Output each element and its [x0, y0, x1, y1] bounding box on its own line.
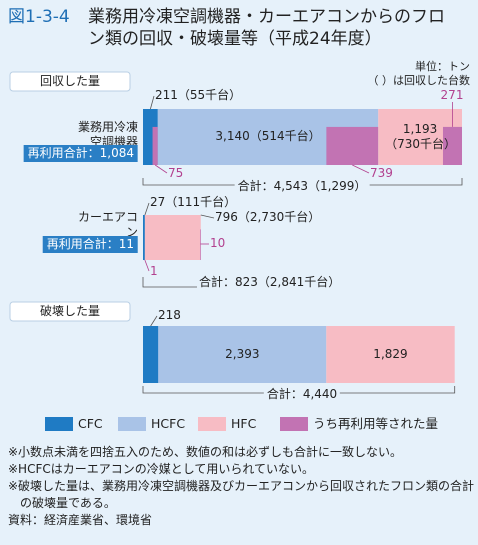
leader-line	[144, 202, 150, 216]
bar-category: カーエアコン	[77, 210, 138, 239]
unit-note: （ ）は回収した台数	[367, 74, 471, 87]
reused-label: 75	[168, 166, 184, 180]
reused-segment	[326, 126, 379, 165]
source: 資料：経済産業省、環境省	[8, 513, 153, 527]
legend-swatch	[45, 417, 73, 431]
reused-segment	[200, 229, 201, 260]
note: ※HCFCはカーエアコンの冷媒として用いられていない。	[8, 462, 315, 476]
section-label: 回収した量	[39, 74, 101, 88]
bar-segment	[144, 215, 201, 260]
unit-note: 単位：トン	[415, 60, 470, 73]
data-label: 2,393	[225, 346, 260, 361]
data-label: 3,140（514千台）	[215, 129, 321, 143]
data-label: 1,193（730千台）	[385, 122, 457, 151]
chart-title: 業務用冷凍空調機器・カーエアコンからのフロン類の回収・破壊量等（平成24年度）	[88, 7, 445, 49]
legend-swatch	[198, 417, 226, 431]
figure-number: 図1-3-4	[8, 7, 70, 27]
total-label: 合計：4,440	[263, 387, 341, 402]
leader-line	[154, 164, 168, 174]
legend-swatch	[280, 417, 308, 431]
legend-label: HFC	[231, 416, 257, 431]
bar-segment	[143, 215, 145, 260]
total-label: 合計：4,543（1,299）	[234, 179, 370, 194]
leader-line	[352, 164, 370, 174]
bar-segment	[143, 326, 159, 383]
section-box	[9, 71, 131, 92]
total-label: 合計：823（2,841千台）	[197, 275, 343, 290]
reused-segment	[152, 126, 158, 165]
reused-label: 10	[210, 236, 226, 250]
section-label: 破壊した量	[39, 304, 101, 318]
note: ※破壊した量は、業務用冷凍空調機器及びカーエアコンから回収されたフロン類の合計の…	[8, 479, 475, 510]
bar-segment	[158, 326, 327, 383]
note: ※小数点未満を四捨五入のため、数値の和は必ずしも合計に一致しない。	[8, 445, 403, 459]
legend-label: CFC	[78, 416, 103, 431]
data-label: 211（55千台）	[155, 88, 242, 102]
legend-label: うち再利用等された量	[313, 416, 439, 431]
leader-line	[144, 259, 150, 272]
reused-label: 1	[150, 264, 158, 278]
legend-swatch	[118, 417, 146, 431]
leader-line	[150, 95, 155, 110]
reuse-total: 再利用合計：1,084	[23, 145, 138, 162]
reuse-total: 再利用合計：11	[42, 236, 138, 253]
reused-label: 271	[440, 88, 464, 102]
reused-segment	[442, 126, 462, 165]
section-box	[9, 301, 131, 322]
legend-label: HCFC	[151, 416, 186, 431]
data-label: 218	[158, 308, 181, 322]
data-label: 796（2,730千台）	[215, 210, 321, 224]
bar-segment	[326, 326, 455, 383]
data-label: 1,829	[373, 346, 408, 361]
data-label: 27（111千台）	[150, 195, 237, 209]
leader-line	[150, 315, 158, 327]
leader-line	[200, 214, 215, 219]
reused-label: 739	[370, 166, 393, 180]
